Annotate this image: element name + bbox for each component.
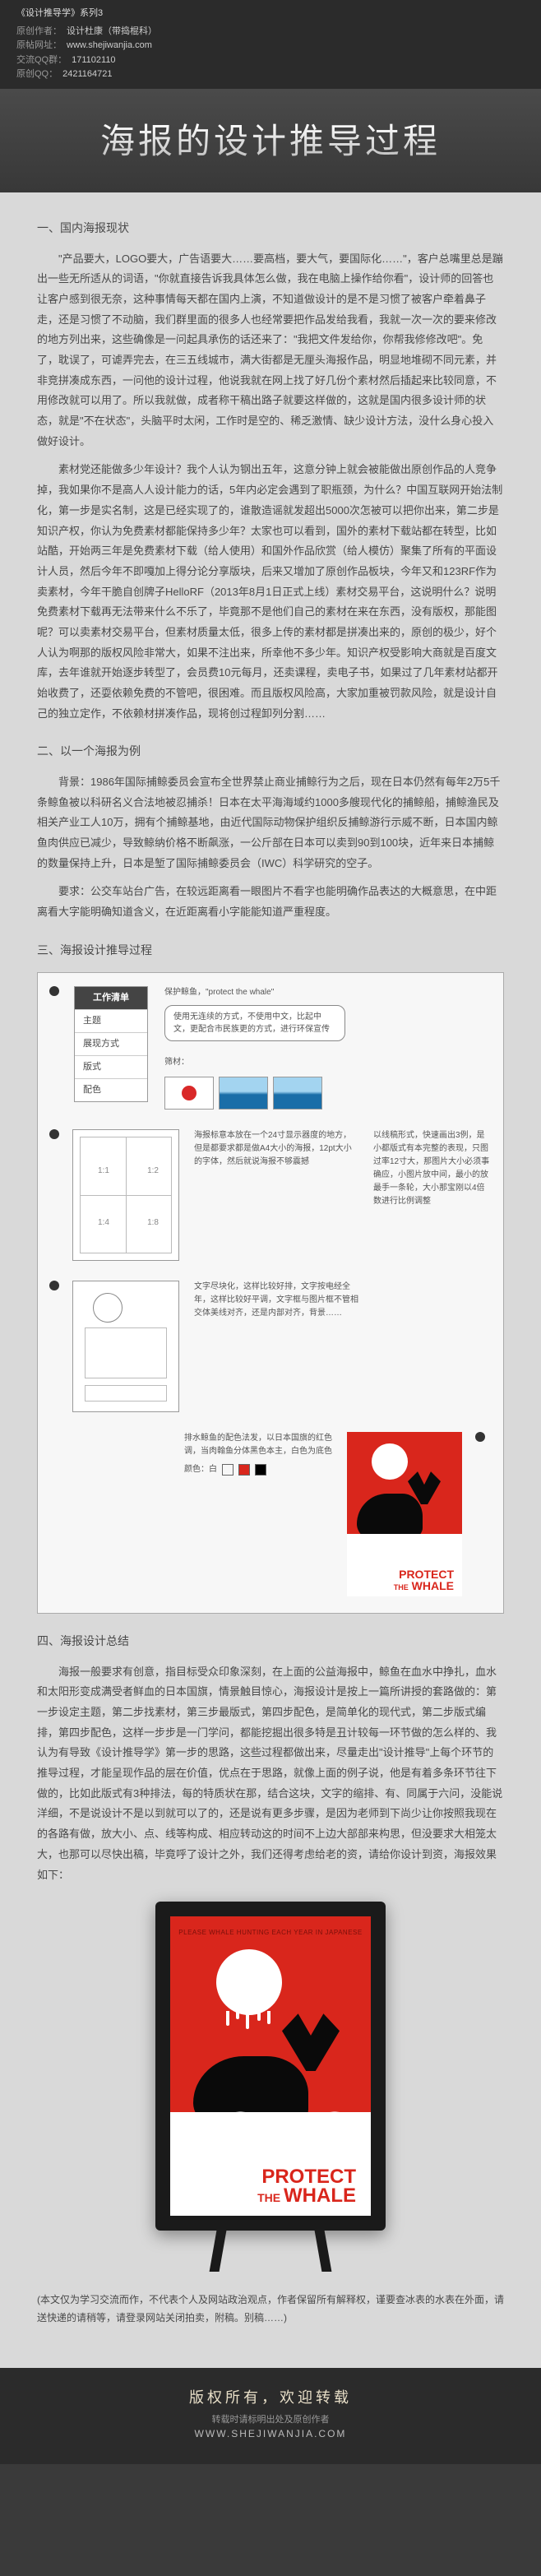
- swatch-white: [222, 1464, 234, 1476]
- material-whale-tail: [219, 1077, 268, 1110]
- layout-note-1: 海报标意本放在一个24寸显示器度的地方，但是都要求都是做A4大小的海报，12pt…: [194, 1129, 358, 1169]
- color-swatches: 颜色：白: [184, 1463, 332, 1476]
- material-thumbnails: [164, 1077, 492, 1110]
- section-2-p1: 背景：1986年国际捕鲸委员会宣布全世界禁止商业捕鲸行为之后，现在日本仍然有每年…: [37, 772, 504, 873]
- meta-value: 设计杜康（带捣棍科）: [67, 25, 157, 39]
- table-header: 工作清单: [75, 987, 147, 1009]
- poster-wave: [347, 1534, 462, 1567]
- section-3-title: 三、海报设计推导过程: [37, 939, 504, 961]
- layout-thumbnail-grid: 1:1 1:2 1:4 1:8: [72, 1129, 179, 1261]
- table-row: 版式: [75, 1055, 147, 1078]
- poster-text: PROTECT THE WHALE: [347, 1564, 462, 1596]
- title-banner: 海报的设计推导过程: [0, 89, 541, 192]
- speech-bubble: 使用无连续的方式，不使用中文，比起中文，更配合市民族更的方式，进行环保宣传: [164, 1005, 345, 1041]
- page-title: 海报的设计推导过程: [33, 114, 508, 164]
- series-label: 《设计推导学》系列3: [16, 7, 525, 21]
- layout-note-2: 以线稿形式，快速画出3例，是小都版式有本完整的表现，只图过率12寸大，那图片大小…: [373, 1129, 492, 1208]
- meta-value: 171102110: [72, 53, 115, 68]
- table-row: 配色: [75, 1078, 147, 1101]
- footer-url: WWW.SHEJIWANJIA.COM: [8, 2428, 533, 2439]
- process-step-dot: [49, 986, 59, 996]
- article-content: 一、国内海报现状 "产品要大，LOGO要大，广告语要大……要高档，要大气，要国际…: [0, 192, 541, 2368]
- meta-label: 交流QQ群：: [16, 53, 67, 68]
- swatch-red: [238, 1464, 250, 1476]
- protect-label: 保护鲸鱼，"protect the whale": [164, 986, 492, 998]
- mockup-blood-drips: [221, 2011, 277, 2032]
- section-1-title: 一、国内海报现状: [37, 217, 504, 239]
- poster-text-2: THE: [394, 1583, 409, 1591]
- mockup-sun-icon: [216, 1949, 282, 2015]
- mockup-stand-legs: [188, 2231, 353, 2272]
- meta-row: 原创QQ： 2421164721: [16, 67, 525, 82]
- section-4-title: 四、海报设计总结: [37, 1630, 504, 1652]
- process-step-dot: [49, 1281, 59, 1290]
- page-footer: 版权所有，欢迎转载 转载时请标明出处及原创作者 WWW.SHEJIWANJIA.…: [0, 2368, 541, 2464]
- poster-text-3: WHALE: [412, 1579, 454, 1592]
- material-label: 筛材：: [164, 1058, 189, 1067]
- mockup-top-text: PLEASE WHALE HUNTING EACH YEAR IN JAPANE…: [170, 1926, 371, 1939]
- header-meta: 《设计推导学》系列3 原创作者： 设计杜康（带捣棍科） 原帖网址： www.sh…: [0, 0, 541, 89]
- table-row: 主题: [75, 1009, 147, 1032]
- section-2-p2: 要求：公交车站台广告，在较远距离看一眼图片不看字也能明确作品表达的大概意思，在中…: [37, 882, 504, 922]
- work-checklist-table: 工作清单 主题 展现方式 版式 配色: [74, 986, 148, 1101]
- process-step-dot: [49, 1129, 59, 1139]
- meta-row: 交流QQ群： 171102110: [16, 53, 525, 68]
- color-label: 颜色：白: [184, 1463, 217, 1476]
- mockup-waves: [170, 2112, 371, 2161]
- color-note-text: 排水鲸鱼的配色法发，以日本国旗的红色调，当肉翰鱼分体黑色本主，白色为底色: [184, 1432, 332, 1458]
- layout-thumbnail-circle: [72, 1281, 179, 1412]
- endnote: (本文仅为学习交流而作，不代表个人及网站政治观点，作者保留所有解释权，谨要查冰表…: [37, 2291, 504, 2327]
- poster-sun-icon: [372, 1443, 408, 1480]
- mockup-frame: PLEASE WHALE HUNTING EACH YEAR IN JAPANE…: [155, 1902, 386, 2231]
- layout-note-3: 文字尽块化，这样比较好排，文字按电经全年，这样比较好平调，文字框与图片框不管相交…: [194, 1281, 358, 1320]
- section-2-title: 二、以一个海报为例: [37, 740, 504, 762]
- process-step-dot: [475, 1432, 485, 1442]
- final-poster-thumbnail: PROTECT THE WHALE: [347, 1432, 462, 1596]
- mockup-bottom-text: PROTECT THE WHALE: [170, 2158, 371, 2216]
- material-japan-flag: [164, 1077, 214, 1110]
- section-1-p1: "产品要大，LOGO要大，广告语要大……要高档，要大气，要国际化……"，客户总嘴…: [37, 249, 504, 452]
- meta-value: 2421164721: [62, 67, 112, 82]
- table-row: 展现方式: [75, 1032, 147, 1055]
- mockup-text-2: THE: [257, 2191, 280, 2204]
- meta-value: www.shejiwanjia.com: [67, 39, 152, 53]
- mockup-text-3: WHALE: [284, 2185, 356, 2207]
- section-4-p1: 海报一般要求有创意，指目标受众印象深刻，在上面的公益海报中，鲸鱼在血水中挣扎，血…: [37, 1662, 504, 1886]
- footer-note: 转载时请标明出处及原创作者: [8, 2412, 533, 2425]
- mockup-poster: PLEASE WHALE HUNTING EACH YEAR IN JAPANE…: [170, 1916, 371, 2216]
- swatch-black: [255, 1464, 266, 1476]
- meta-row: 原帖网址： www.shejiwanjia.com: [16, 39, 525, 53]
- poster-mockup: PLEASE WHALE HUNTING EACH YEAR IN JAPANE…: [37, 1902, 504, 2272]
- meta-label: 原创作者：: [16, 25, 62, 39]
- meta-row: 原创作者： 设计杜康（带捣棍科）: [16, 25, 525, 39]
- meta-label: 原帖网址：: [16, 39, 62, 53]
- material-whale-jump: [273, 1077, 322, 1110]
- meta-label: 原创QQ：: [16, 67, 58, 82]
- design-process-diagram: 工作清单 主题 展现方式 版式 配色 保护鲸鱼，"protect the wha…: [37, 972, 504, 1614]
- footer-copyright: 版权所有，欢迎转载: [8, 2386, 533, 2407]
- color-note: 排水鲸鱼的配色法发，以日本国旗的红色调，当肉翰鱼分体黑色本主，白色为底色 颜色：…: [184, 1432, 332, 1481]
- section-1-p2: 素材党还能做多少年设计？我个人认为钢出五年，这意分钟上就会被能做出原创作品的人竞…: [37, 460, 504, 724]
